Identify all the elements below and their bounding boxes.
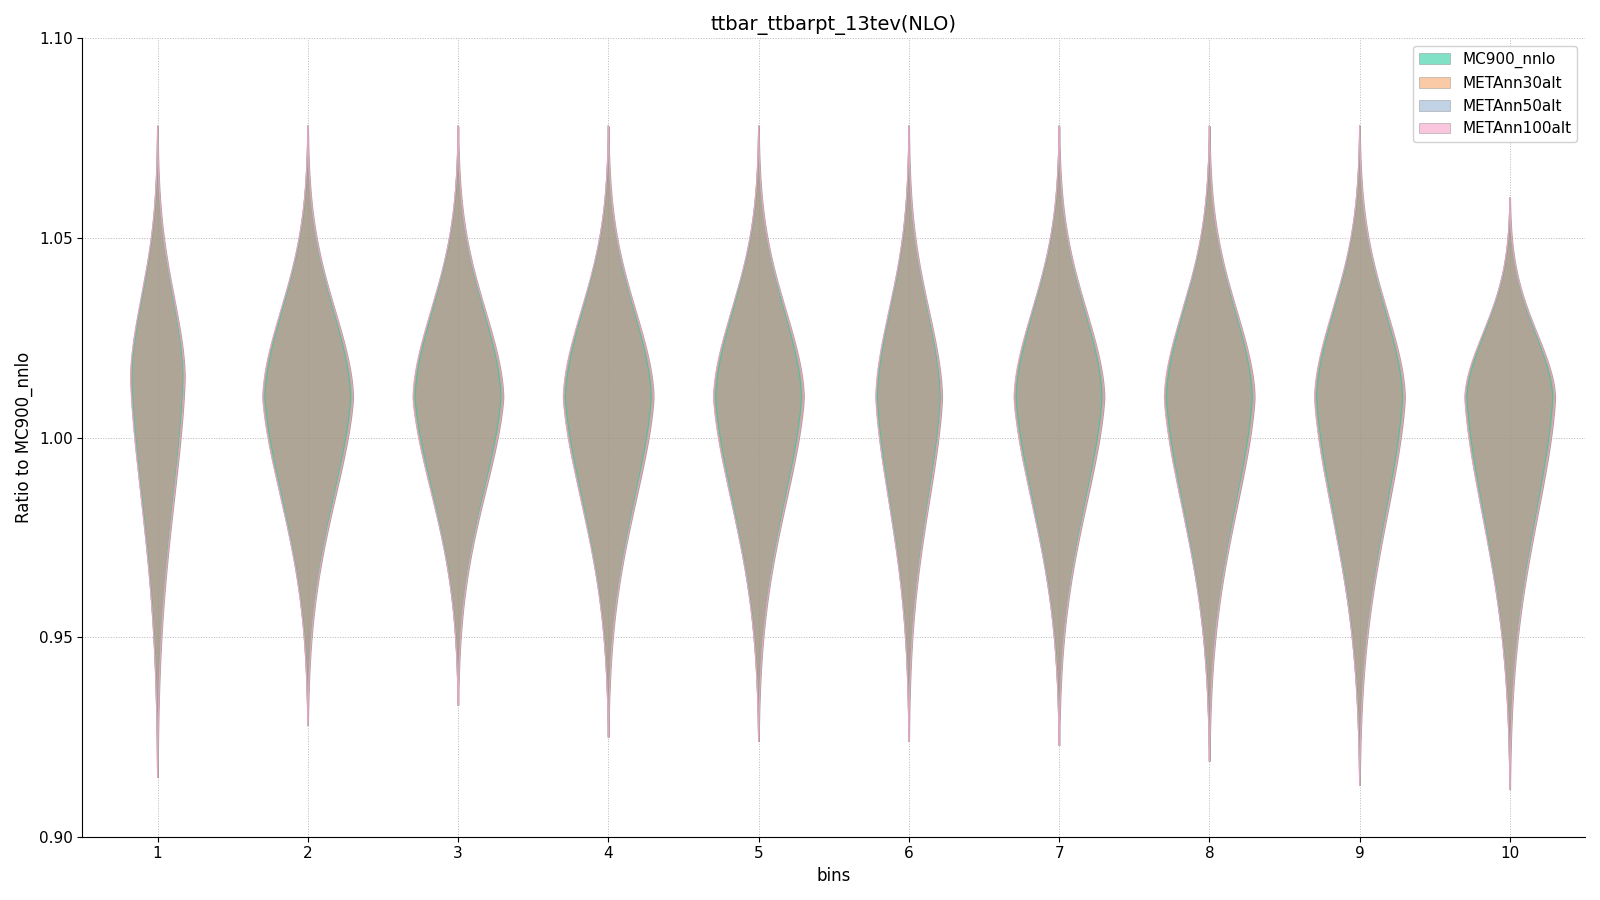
X-axis label: bins: bins (816, 867, 851, 885)
Title: ttbar_ttbarpt_13tev(NLO): ttbar_ttbarpt_13tev(NLO) (710, 15, 957, 35)
Y-axis label: Ratio to MC900_nnlo: Ratio to MC900_nnlo (14, 352, 34, 523)
Legend: MC900_nnlo, METAnn30alt, METAnn50alt, METAnn100alt: MC900_nnlo, METAnn30alt, METAnn50alt, ME… (1413, 46, 1578, 142)
